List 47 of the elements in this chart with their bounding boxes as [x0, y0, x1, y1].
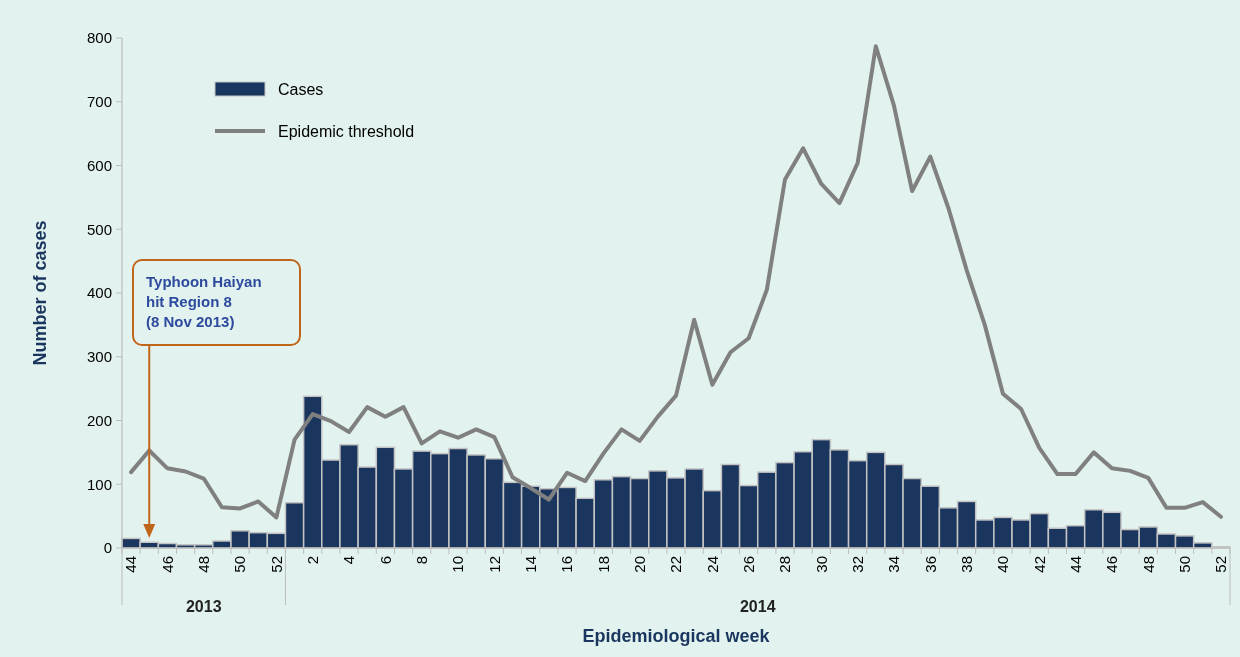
- x-tick-label: 46: [158, 556, 176, 573]
- x-tick-label: 32: [848, 556, 866, 573]
- y-tick-label: 800: [86, 29, 112, 47]
- x-tick-label: 24: [703, 556, 721, 573]
- x-tick-label: 36: [921, 556, 939, 573]
- x-tick-label: 50: [231, 556, 249, 573]
- x-tick-label: 2: [303, 556, 321, 565]
- x-tick-label: 42: [1030, 556, 1048, 573]
- y-tick-label: 400: [86, 284, 112, 302]
- legend-label: Epidemic threshold: [278, 122, 415, 140]
- y-tick-label: 500: [86, 220, 112, 238]
- x-tick-label: 40: [994, 556, 1012, 573]
- x-tick-label: 30: [812, 556, 830, 573]
- x-tick-label: 44: [1066, 556, 1084, 573]
- y-axis-title: Number of cases: [30, 220, 50, 366]
- x-tick-label: 18: [594, 556, 612, 573]
- x-tick-label: 50: [1175, 556, 1193, 573]
- text: 2014: [739, 598, 776, 615]
- y-tick-label: 600: [86, 156, 112, 174]
- x-tick-label: 6: [376, 556, 394, 565]
- x-tick-label: 20: [630, 556, 648, 573]
- text: 2013: [185, 598, 222, 615]
- x-tick-label: 38: [957, 556, 975, 573]
- x-tick-label: 4: [340, 556, 358, 565]
- y-tick-label: 100: [86, 475, 112, 493]
- x-tick-label: 16: [558, 556, 576, 573]
- x-tick-label: 28: [776, 556, 794, 573]
- x-tick-label: 26: [739, 556, 757, 573]
- x-tick-label: 46: [1103, 556, 1121, 573]
- y-tick-label: 300: [86, 348, 112, 365]
- x-tick-label: 14: [521, 556, 539, 573]
- legend-label: Cases: [278, 80, 324, 98]
- x-tick-label: 22: [667, 556, 685, 573]
- y-tick-label: 0: [103, 539, 112, 557]
- y-tick-label: 700: [86, 93, 112, 110]
- x-tick-label: 12: [485, 556, 503, 573]
- x-tick-label: 34: [885, 556, 903, 573]
- x-axis-title: Epidemiological week: [582, 626, 771, 646]
- x-tick-label: 8: [412, 556, 430, 565]
- annotation: Typhoon Haiyan hit Region 8 (8 Nov 2013): [146, 273, 262, 330]
- x-tick-label: 10: [449, 556, 467, 573]
- x-tick-label: 52: [267, 556, 285, 573]
- x-tick-label: 48: [1139, 556, 1157, 573]
- x-tick-label: 48: [194, 556, 212, 573]
- y-tick-label: 200: [86, 411, 112, 429]
- x-tick-label: 44: [122, 556, 140, 573]
- x-tick-label: 52: [1212, 556, 1230, 573]
